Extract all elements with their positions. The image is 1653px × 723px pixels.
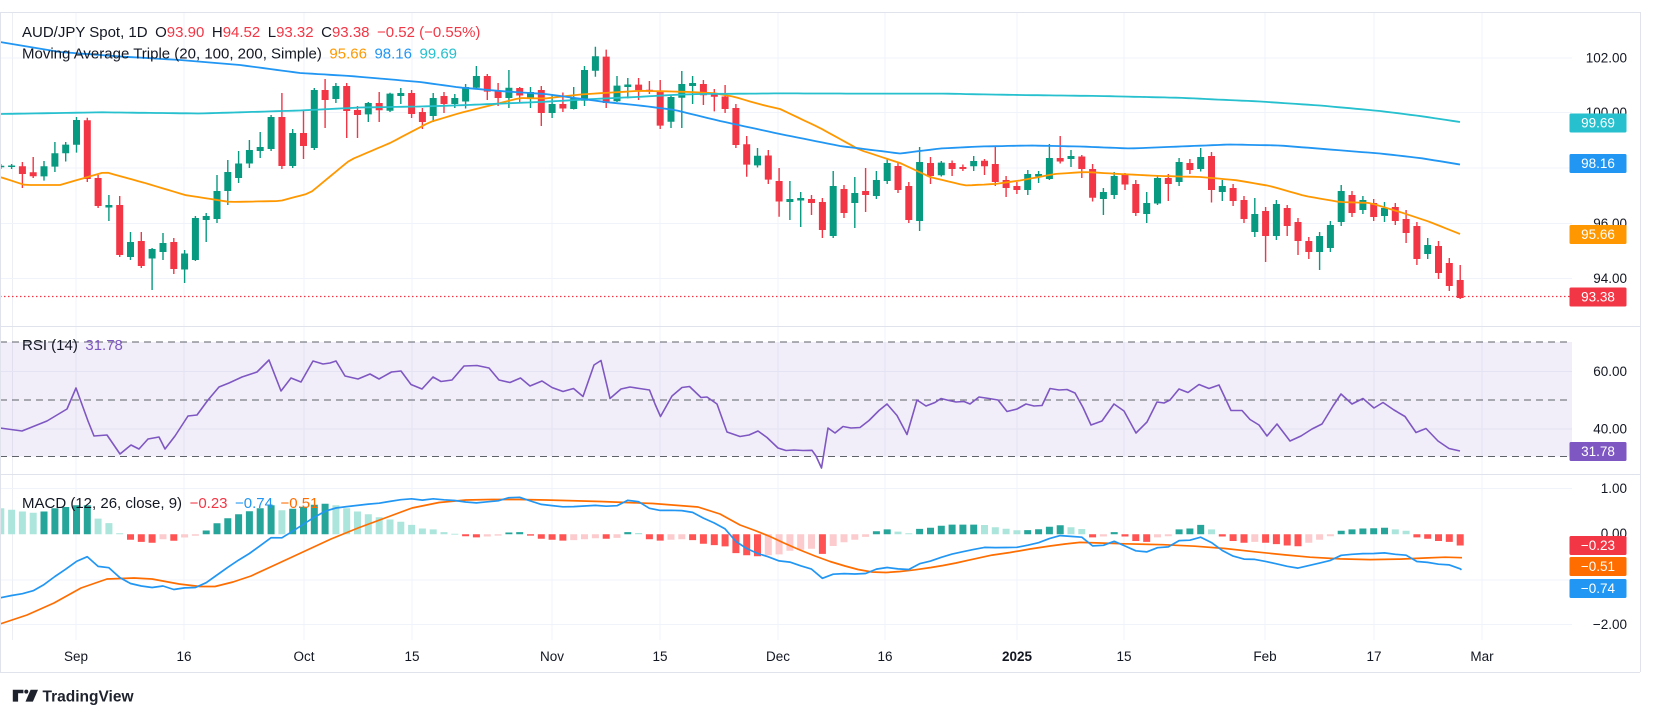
svg-text:98.16: 98.16 bbox=[1581, 156, 1615, 171]
svg-text:102.00: 102.00 bbox=[1586, 51, 1627, 66]
svg-text:Oct: Oct bbox=[293, 649, 314, 664]
svg-text:Mar: Mar bbox=[1470, 649, 1494, 664]
svg-text:Sep: Sep bbox=[64, 649, 88, 664]
svg-text:95.66: 95.66 bbox=[1581, 227, 1615, 242]
svg-text:Feb: Feb bbox=[1253, 649, 1276, 664]
svg-text:−0.74: −0.74 bbox=[1581, 581, 1616, 596]
svg-text:TradingView: TradingView bbox=[43, 689, 135, 706]
svg-text:Moving Average Triple (20, 100: Moving Average Triple (20, 100, 200, Sim… bbox=[22, 46, 457, 63]
svg-text:40.00: 40.00 bbox=[1593, 422, 1627, 437]
svg-text:RSI (14) 31.78: RSI (14) 31.78 bbox=[22, 337, 123, 354]
svg-text:17: 17 bbox=[1366, 649, 1381, 664]
svg-text:60.00: 60.00 bbox=[1593, 364, 1627, 379]
svg-text:16: 16 bbox=[176, 649, 191, 664]
svg-text:AUD/JPY Spot, 1D O93.90 H94.52: AUD/JPY Spot, 1D O93.90 H94.52 L93.32 C9… bbox=[22, 24, 480, 41]
svg-text:1.00: 1.00 bbox=[1601, 481, 1627, 496]
svg-text:99.69: 99.69 bbox=[1581, 116, 1615, 131]
svg-text:−0.51: −0.51 bbox=[1581, 559, 1615, 574]
svg-text:MACD (12, 26, close, 9) −0.23: MACD (12, 26, close, 9) −0.23 −0.74 −0.5… bbox=[22, 495, 318, 512]
svg-text:15: 15 bbox=[652, 649, 667, 664]
svg-text:93.38: 93.38 bbox=[1581, 290, 1615, 305]
svg-text:31.78: 31.78 bbox=[1581, 444, 1615, 459]
svg-text:15: 15 bbox=[1116, 649, 1131, 664]
svg-text:16: 16 bbox=[877, 649, 892, 664]
svg-text:Dec: Dec bbox=[766, 649, 790, 664]
svg-text:94.00: 94.00 bbox=[1593, 271, 1627, 286]
svg-text:−0.23: −0.23 bbox=[1581, 538, 1615, 553]
svg-text:15: 15 bbox=[404, 649, 419, 664]
svg-text:2025: 2025 bbox=[1002, 649, 1033, 664]
svg-text:−2.00: −2.00 bbox=[1593, 617, 1627, 632]
svg-text:Nov: Nov bbox=[540, 649, 564, 664]
